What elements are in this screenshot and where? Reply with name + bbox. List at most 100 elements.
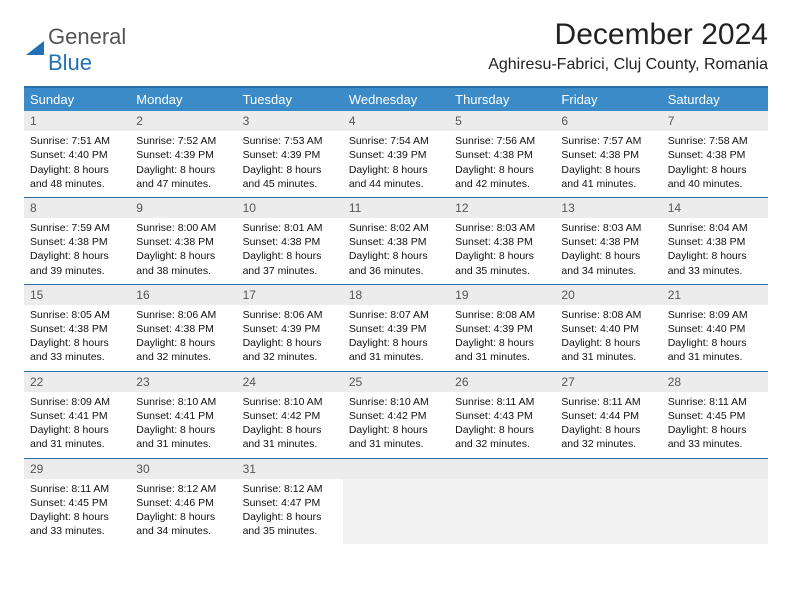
day-body: Sunrise: 8:08 AMSunset: 4:39 PMDaylight:… bbox=[449, 305, 555, 371]
week-row: 8Sunrise: 7:59 AMSunset: 4:38 PMDaylight… bbox=[24, 198, 768, 285]
location: Aghiresu-Fabrici, Cluj County, Romania bbox=[488, 56, 768, 74]
empty-cell bbox=[662, 459, 768, 545]
daylight-line-1: Daylight: 8 hours bbox=[30, 423, 124, 437]
sunset-line: Sunset: 4:38 PM bbox=[30, 322, 124, 336]
day-number: 30 bbox=[130, 459, 236, 479]
daylight-line-2: and 35 minutes. bbox=[243, 524, 337, 538]
daylight-line-2: and 40 minutes. bbox=[668, 177, 762, 191]
sunrise-line: Sunrise: 8:11 AM bbox=[455, 395, 549, 409]
day-body: Sunrise: 7:54 AMSunset: 4:39 PMDaylight:… bbox=[343, 131, 449, 197]
daylight-line-1: Daylight: 8 hours bbox=[349, 249, 443, 263]
sunset-line: Sunset: 4:38 PM bbox=[668, 235, 762, 249]
day-cell: 29Sunrise: 8:11 AMSunset: 4:45 PMDayligh… bbox=[24, 459, 130, 545]
day-header: Monday bbox=[130, 88, 236, 111]
day-number: 25 bbox=[343, 372, 449, 392]
day-body: Sunrise: 8:03 AMSunset: 4:38 PMDaylight:… bbox=[449, 218, 555, 284]
daylight-line-2: and 47 minutes. bbox=[136, 177, 230, 191]
daylight-line-1: Daylight: 8 hours bbox=[668, 249, 762, 263]
day-number: 21 bbox=[662, 285, 768, 305]
week-row: 1Sunrise: 7:51 AMSunset: 4:40 PMDaylight… bbox=[24, 111, 768, 198]
daylight-line-1: Daylight: 8 hours bbox=[668, 336, 762, 350]
day-body: Sunrise: 8:05 AMSunset: 4:38 PMDaylight:… bbox=[24, 305, 130, 371]
day-body: Sunrise: 8:09 AMSunset: 4:40 PMDaylight:… bbox=[662, 305, 768, 371]
day-header: Wednesday bbox=[343, 88, 449, 111]
sunset-line: Sunset: 4:39 PM bbox=[243, 322, 337, 336]
day-body: Sunrise: 8:12 AMSunset: 4:46 PMDaylight:… bbox=[130, 479, 236, 545]
day-body: Sunrise: 7:53 AMSunset: 4:39 PMDaylight:… bbox=[237, 131, 343, 197]
sunset-line: Sunset: 4:42 PM bbox=[243, 409, 337, 423]
daylight-line-1: Daylight: 8 hours bbox=[455, 336, 549, 350]
day-number: 12 bbox=[449, 198, 555, 218]
day-header: Friday bbox=[555, 88, 661, 111]
day-body: Sunrise: 7:58 AMSunset: 4:38 PMDaylight:… bbox=[662, 131, 768, 197]
day-body: Sunrise: 8:07 AMSunset: 4:39 PMDaylight:… bbox=[343, 305, 449, 371]
daylight-line-1: Daylight: 8 hours bbox=[136, 249, 230, 263]
month-title: December 2024 bbox=[488, 18, 768, 52]
day-number: 6 bbox=[555, 111, 661, 131]
sunrise-line: Sunrise: 7:51 AM bbox=[30, 134, 124, 148]
day-cell: 3Sunrise: 7:53 AMSunset: 4:39 PMDaylight… bbox=[237, 111, 343, 197]
sunrise-line: Sunrise: 8:05 AM bbox=[30, 308, 124, 322]
empty-cell bbox=[555, 459, 661, 545]
day-body: Sunrise: 8:10 AMSunset: 4:42 PMDaylight:… bbox=[343, 392, 449, 458]
day-number: 3 bbox=[237, 111, 343, 131]
day-body: Sunrise: 8:11 AMSunset: 4:44 PMDaylight:… bbox=[555, 392, 661, 458]
daylight-line-1: Daylight: 8 hours bbox=[668, 163, 762, 177]
day-number: 15 bbox=[24, 285, 130, 305]
daylight-line-2: and 31 minutes. bbox=[349, 350, 443, 364]
weeks-container: 1Sunrise: 7:51 AMSunset: 4:40 PMDaylight… bbox=[24, 111, 768, 544]
sunset-line: Sunset: 4:39 PM bbox=[455, 322, 549, 336]
daylight-line-2: and 32 minutes. bbox=[455, 437, 549, 451]
sunset-line: Sunset: 4:45 PM bbox=[668, 409, 762, 423]
day-cell: 24Sunrise: 8:10 AMSunset: 4:42 PMDayligh… bbox=[237, 372, 343, 458]
day-number: 10 bbox=[237, 198, 343, 218]
day-number: 28 bbox=[662, 372, 768, 392]
day-number: 23 bbox=[130, 372, 236, 392]
daylight-line-2: and 38 minutes. bbox=[136, 264, 230, 278]
day-body: Sunrise: 8:11 AMSunset: 4:45 PMDaylight:… bbox=[24, 479, 130, 545]
daylight-line-2: and 34 minutes. bbox=[561, 264, 655, 278]
logo: General Blue bbox=[24, 24, 126, 76]
day-cell: 17Sunrise: 8:06 AMSunset: 4:39 PMDayligh… bbox=[237, 285, 343, 371]
sunset-line: Sunset: 4:38 PM bbox=[136, 322, 230, 336]
sunrise-line: Sunrise: 8:10 AM bbox=[349, 395, 443, 409]
day-cell: 7Sunrise: 7:58 AMSunset: 4:38 PMDaylight… bbox=[662, 111, 768, 197]
sunrise-line: Sunrise: 7:52 AM bbox=[136, 134, 230, 148]
sunrise-line: Sunrise: 7:56 AM bbox=[455, 134, 549, 148]
sunrise-line: Sunrise: 8:00 AM bbox=[136, 221, 230, 235]
daylight-line-2: and 45 minutes. bbox=[243, 177, 337, 191]
sunset-line: Sunset: 4:38 PM bbox=[455, 148, 549, 162]
daylight-line-1: Daylight: 8 hours bbox=[30, 163, 124, 177]
logo-word-1: General bbox=[48, 24, 126, 49]
sunset-line: Sunset: 4:38 PM bbox=[349, 235, 443, 249]
daylight-line-2: and 37 minutes. bbox=[243, 264, 337, 278]
day-number: 9 bbox=[130, 198, 236, 218]
daylight-line-2: and 39 minutes. bbox=[30, 264, 124, 278]
sunset-line: Sunset: 4:42 PM bbox=[349, 409, 443, 423]
daylight-line-1: Daylight: 8 hours bbox=[668, 423, 762, 437]
day-cell: 2Sunrise: 7:52 AMSunset: 4:39 PMDaylight… bbox=[130, 111, 236, 197]
week-row: 29Sunrise: 8:11 AMSunset: 4:45 PMDayligh… bbox=[24, 459, 768, 545]
daylight-line-1: Daylight: 8 hours bbox=[243, 163, 337, 177]
daylight-line-2: and 31 minutes. bbox=[30, 437, 124, 451]
daylight-line-2: and 32 minutes. bbox=[243, 350, 337, 364]
daylight-line-1: Daylight: 8 hours bbox=[136, 510, 230, 524]
sunrise-line: Sunrise: 8:10 AM bbox=[243, 395, 337, 409]
sunset-line: Sunset: 4:38 PM bbox=[243, 235, 337, 249]
logo-word-2: Blue bbox=[48, 50, 92, 75]
sunrise-line: Sunrise: 8:12 AM bbox=[136, 482, 230, 496]
sunrise-line: Sunrise: 7:54 AM bbox=[349, 134, 443, 148]
sunrise-line: Sunrise: 8:03 AM bbox=[455, 221, 549, 235]
day-body: Sunrise: 8:06 AMSunset: 4:39 PMDaylight:… bbox=[237, 305, 343, 371]
calendar: SundayMondayTuesdayWednesdayThursdayFrid… bbox=[24, 86, 768, 544]
day-cell: 31Sunrise: 8:12 AMSunset: 4:47 PMDayligh… bbox=[237, 459, 343, 545]
day-cell: 10Sunrise: 8:01 AMSunset: 4:38 PMDayligh… bbox=[237, 198, 343, 284]
title-block: December 2024 Aghiresu-Fabrici, Cluj Cou… bbox=[488, 18, 768, 74]
daylight-line-2: and 31 minutes. bbox=[668, 350, 762, 364]
daylight-line-2: and 32 minutes. bbox=[136, 350, 230, 364]
daylight-line-1: Daylight: 8 hours bbox=[243, 249, 337, 263]
sunset-line: Sunset: 4:44 PM bbox=[561, 409, 655, 423]
daylight-line-1: Daylight: 8 hours bbox=[243, 423, 337, 437]
daylight-line-2: and 34 minutes. bbox=[136, 524, 230, 538]
day-number: 26 bbox=[449, 372, 555, 392]
